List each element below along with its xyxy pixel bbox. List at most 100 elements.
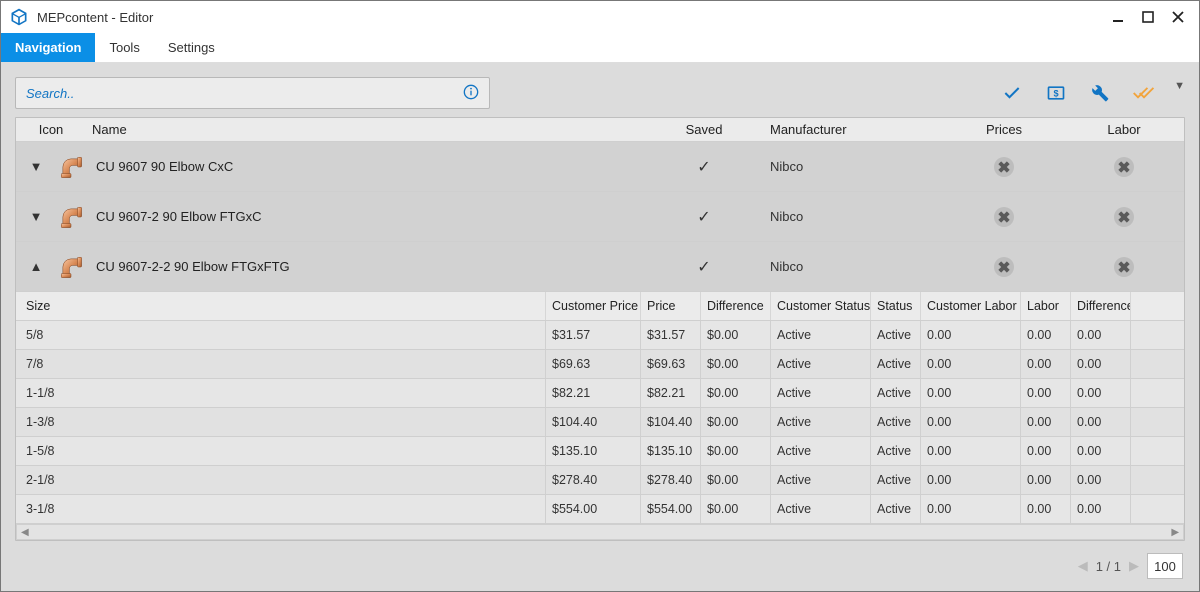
detail-row[interactable]: 2-1/8$278.40$278.40$0.00ActiveActive0.00… xyxy=(16,466,1184,495)
cell-status: Active xyxy=(871,495,921,523)
toolbar-overflow-icon[interactable]: ▼ xyxy=(1174,80,1185,92)
menu-tools[interactable]: Tools xyxy=(95,33,153,62)
cell-difference2: 0.00 xyxy=(1071,495,1131,523)
category-row[interactable]: ▼CU 9607 90 Elbow CxC✓Nibco xyxy=(16,142,1184,192)
detail-row[interactable]: 1-3/8$104.40$104.40$0.00ActiveActive0.00… xyxy=(16,408,1184,437)
category-row[interactable]: ▼CU 9607-2 90 Elbow FTGxC✓Nibco xyxy=(16,192,1184,242)
cell-customer-labor: 0.00 xyxy=(921,379,1021,407)
search-input[interactable] xyxy=(26,86,463,101)
cell-labor: 0.00 xyxy=(1021,350,1071,378)
dcol-customer-price[interactable]: Customer Price xyxy=(546,292,641,320)
check-icon[interactable] xyxy=(998,79,1026,107)
dcol-size[interactable]: Size xyxy=(16,292,546,320)
cell-price: $278.40 xyxy=(641,466,701,494)
disabled-icon xyxy=(994,157,1014,177)
cell-customer-status: Active xyxy=(771,466,871,494)
menu-navigation[interactable]: Navigation xyxy=(1,33,95,62)
cell-customer-labor: 0.00 xyxy=(921,466,1021,494)
cell-customer-labor: 0.00 xyxy=(921,437,1021,465)
horizontal-scrollbar[interactable]: ◀▶ xyxy=(16,524,1184,540)
cell-customer-status: Active xyxy=(771,495,871,523)
collapse-icon[interactable]: ▲ xyxy=(16,259,56,274)
cell-price: $104.40 xyxy=(641,408,701,436)
dcol-labor[interactable]: Labor xyxy=(1021,292,1071,320)
cell-difference: $0.00 xyxy=(701,437,771,465)
cell-customer-labor: 0.00 xyxy=(921,321,1021,349)
dcol-difference2[interactable]: Difference xyxy=(1071,292,1131,320)
cell-difference: $0.00 xyxy=(701,408,771,436)
cell-labor: 0.00 xyxy=(1021,321,1071,349)
disabled-icon xyxy=(994,207,1014,227)
col-icon: Icon xyxy=(16,122,86,137)
cell-difference: $0.00 xyxy=(701,321,771,349)
cell-difference: $0.00 xyxy=(701,466,771,494)
cell-labor: 0.00 xyxy=(1021,495,1071,523)
dcol-difference[interactable]: Difference xyxy=(701,292,771,320)
cell-customer-price: $69.63 xyxy=(546,350,641,378)
page-size-input[interactable] xyxy=(1147,553,1183,579)
menu-settings[interactable]: Settings xyxy=(154,33,229,62)
detail-row[interactable]: 7/8$69.63$69.63$0.00ActiveActive0.000.00… xyxy=(16,350,1184,379)
cell-status: Active xyxy=(871,408,921,436)
cell-difference2: 0.00 xyxy=(1071,321,1131,349)
dcol-customer-status[interactable]: Customer Status xyxy=(771,292,871,320)
saved-check-icon: ✓ xyxy=(697,207,710,227)
app-window: MEPcontent - Editor Navigation Tools Set… xyxy=(0,0,1200,592)
category-rows: ▼CU 9607 90 Elbow CxC✓Nibco▼CU 9607-2 90… xyxy=(16,142,1184,292)
disabled-icon xyxy=(1114,157,1134,177)
cell-price: $135.10 xyxy=(641,437,701,465)
cell-price: $554.00 xyxy=(641,495,701,523)
col-prices: Prices xyxy=(944,122,1064,137)
saved-check-icon: ✓ xyxy=(697,257,710,277)
cell-price: $31.57 xyxy=(641,321,701,349)
cell-customer-status: Active xyxy=(771,408,871,436)
detail-row[interactable]: 5/8$31.57$31.57$0.00ActiveActive0.000.00… xyxy=(16,321,1184,350)
page-next-button[interactable]: ▶ xyxy=(1129,558,1139,574)
wrench-icon[interactable] xyxy=(1086,79,1114,107)
expand-icon[interactable]: ▼ xyxy=(16,159,56,174)
double-check-icon[interactable] xyxy=(1130,79,1158,107)
menu-bar: Navigation Tools Settings xyxy=(1,33,1199,63)
cell-difference2: 0.00 xyxy=(1071,350,1131,378)
cell-customer-status: Active xyxy=(771,350,871,378)
cell-customer-price: $82.21 xyxy=(546,379,641,407)
content-area: $ ▼ Icon Name Saved Manufacturer Prices … xyxy=(1,63,1199,591)
cell-customer-price: $104.40 xyxy=(546,408,641,436)
cell-size: 3-1/8 xyxy=(16,495,546,523)
detail-body: 5/8$31.57$31.57$0.00ActiveActive0.000.00… xyxy=(16,321,1184,524)
minimize-button[interactable] xyxy=(1103,2,1133,32)
category-row[interactable]: ▲CU 9607-2-2 90 Elbow FTGxFTG✓Nibco xyxy=(16,242,1184,292)
detail-grid: Size Customer Price Price Difference Cus… xyxy=(16,292,1184,524)
cell-status: Active xyxy=(871,379,921,407)
page-indicator: 1 / 1 xyxy=(1096,559,1121,574)
cell-customer-status: Active xyxy=(771,321,871,349)
cell-price: $82.21 xyxy=(641,379,701,407)
cell-status: Active xyxy=(871,466,921,494)
price-icon[interactable]: $ xyxy=(1042,79,1070,107)
cell-labor: 0.00 xyxy=(1021,437,1071,465)
col-labor: Labor xyxy=(1064,122,1184,137)
cell-difference2: 0.00 xyxy=(1071,408,1131,436)
dcol-status[interactable]: Status xyxy=(871,292,921,320)
cell-size: 1-1/8 xyxy=(16,379,546,407)
cell-difference2: 0.00 xyxy=(1071,379,1131,407)
dcol-price[interactable]: Price xyxy=(641,292,701,320)
cell-size: 7/8 xyxy=(16,350,546,378)
cell-difference: $0.00 xyxy=(701,495,771,523)
cell-status: Active xyxy=(871,321,921,349)
detail-row[interactable]: 1-1/8$82.21$82.21$0.00ActiveActive0.000.… xyxy=(16,379,1184,408)
col-manufacturer: Manufacturer xyxy=(764,122,944,137)
detail-row[interactable]: 3-1/8$554.00$554.00$0.00ActiveActive0.00… xyxy=(16,495,1184,524)
dcol-customer-labor[interactable]: Customer Labor xyxy=(921,292,1021,320)
cell-labor: 0.00 xyxy=(1021,379,1071,407)
close-button[interactable] xyxy=(1163,2,1193,32)
disabled-icon xyxy=(1114,257,1134,277)
maximize-button[interactable] xyxy=(1133,2,1163,32)
app-logo-icon xyxy=(9,7,29,27)
expand-icon[interactable]: ▼ xyxy=(16,209,56,224)
page-prev-button[interactable]: ◀ xyxy=(1078,558,1088,574)
category-name: CU 9607 90 Elbow CxC xyxy=(86,159,644,174)
detail-row[interactable]: 1-5/8$135.10$135.10$0.00ActiveActive0.00… xyxy=(16,437,1184,466)
elbow-icon xyxy=(56,154,86,180)
info-icon[interactable] xyxy=(463,84,479,103)
